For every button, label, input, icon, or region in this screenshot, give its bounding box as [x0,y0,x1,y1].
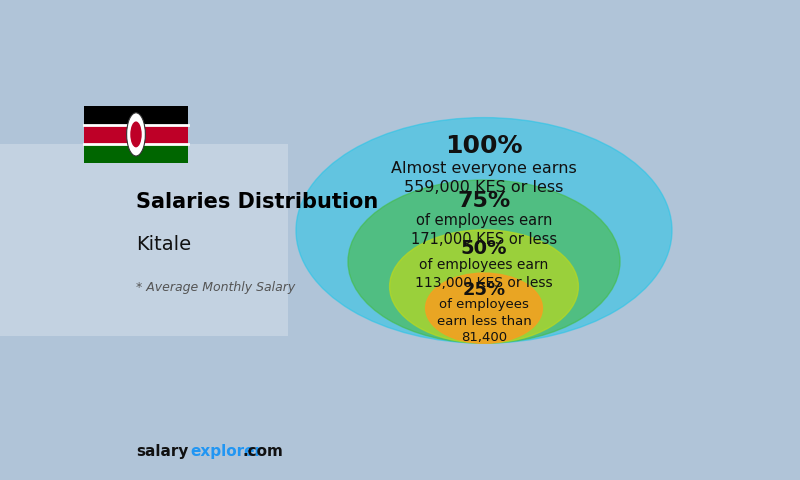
FancyBboxPatch shape [84,106,188,125]
Text: 50%: 50% [461,239,507,258]
Text: of employees
earn less than
81,400: of employees earn less than 81,400 [437,298,531,344]
Text: 100%: 100% [446,134,522,158]
Text: * Average Monthly Salary: * Average Monthly Salary [136,281,295,295]
FancyBboxPatch shape [0,144,288,336]
Text: salary: salary [136,444,188,459]
Ellipse shape [130,121,142,147]
FancyBboxPatch shape [84,144,188,163]
Text: of employees earn
171,000 KES or less: of employees earn 171,000 KES or less [411,213,557,247]
Circle shape [348,180,620,343]
Ellipse shape [126,113,146,156]
Circle shape [426,273,542,343]
Text: explorer: explorer [190,444,262,459]
Text: Salaries Distribution: Salaries Distribution [136,192,378,212]
Text: of employees earn
113,000 KES or less: of employees earn 113,000 KES or less [415,258,553,289]
Text: 25%: 25% [462,281,506,299]
Circle shape [296,118,672,343]
Text: 75%: 75% [458,191,510,211]
Text: Almost everyone earns
559,000 KES or less: Almost everyone earns 559,000 KES or les… [391,161,577,195]
Text: .com: .com [242,444,283,459]
Circle shape [390,230,578,343]
FancyBboxPatch shape [84,125,188,144]
Text: Kitale: Kitale [136,235,191,254]
